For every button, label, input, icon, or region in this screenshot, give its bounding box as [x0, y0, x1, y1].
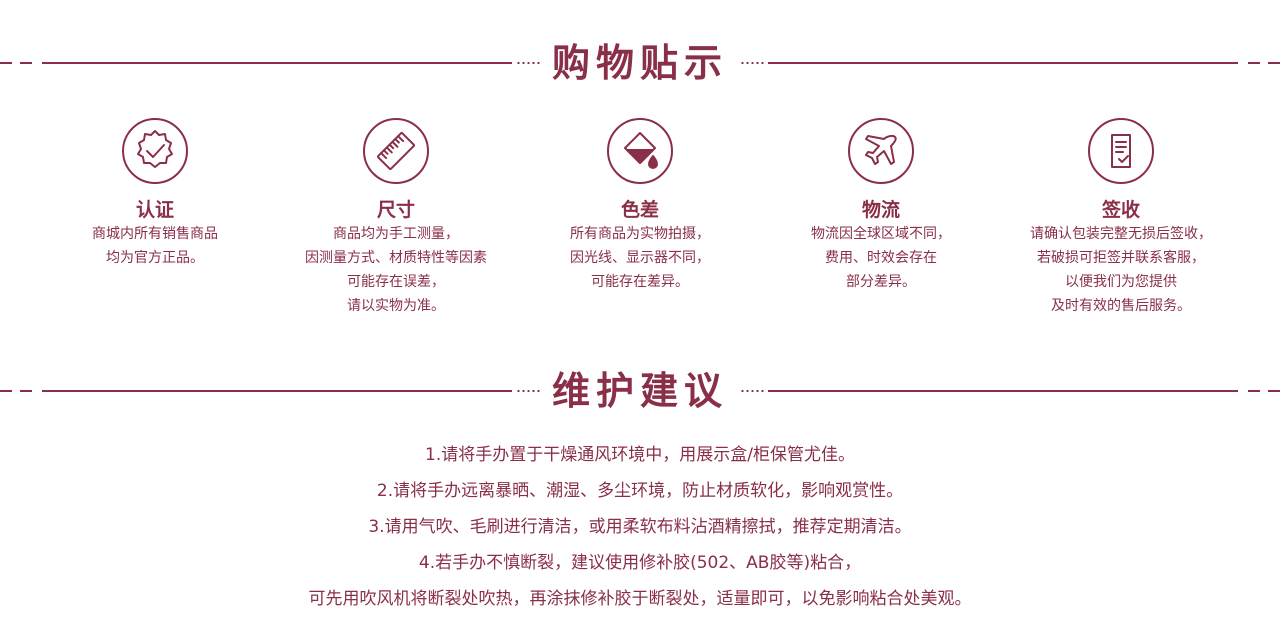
sign-document-icon — [1088, 118, 1154, 184]
color-drop-icon — [607, 118, 673, 184]
ruler-icon — [363, 118, 429, 184]
tip-desc-line: 及时有效的售后服务。 — [1051, 298, 1191, 314]
divider-line — [768, 390, 1238, 392]
divider-line — [0, 62, 12, 64]
maintenance-title: 维护建议 — [551, 369, 728, 413]
tip-desc-line: 所有商品为实物拍摄， — [570, 226, 710, 242]
tip-name: 认证 — [135, 199, 174, 221]
tip-certification: 认证 商城内所有销售商品 均为官方正品。 — [35, 118, 275, 270]
tip-name: 签收 — [1101, 199, 1140, 221]
tip-desc-line: 因光线、显示器不同， — [570, 250, 710, 266]
shopping-tips-header: 购物贴示 — [0, 38, 1280, 88]
divider-dots — [740, 390, 764, 392]
tip-desc-line: 因测量方式、材质特性等因素 — [305, 250, 487, 266]
tip-desc-line: 请以实物为准。 — [347, 298, 445, 314]
tip-color-difference: 色差 所有商品为实物拍摄， 因光线、显示器不同， 可能存在差异。 — [520, 118, 760, 294]
divider-line — [42, 62, 512, 64]
maintenance-item: 3.请用气吹、毛刷进行清洁，或用柔软布料沾酒精擦拭，推荐定期清洁。 — [368, 517, 912, 537]
tip-desc-line: 费用、时效会存在 — [825, 250, 937, 266]
tip-name: 色差 — [620, 199, 659, 221]
tip-name: 物流 — [861, 199, 900, 221]
divider-dots — [740, 62, 764, 64]
maintenance-list: 1.请将手办置于干燥通风环境中，用展示盒/柜保管尤佳。 2.请将手办远离暴晒、潮… — [0, 437, 1280, 617]
divider-dots — [516, 62, 540, 64]
tip-desc-line: 均为官方正品。 — [106, 250, 204, 266]
shopping-tips-title: 购物贴示 — [551, 41, 728, 85]
maintenance-item: 可先用吹风机将断裂处吹热，再涂抹修补胶于断裂处，适量即可，以免影响粘合处美观。 — [308, 589, 972, 609]
divider-line — [1268, 390, 1280, 392]
divider-line — [1268, 62, 1280, 64]
tip-desc-line: 若破损可拒签并联系客服， — [1037, 250, 1205, 266]
tip-desc-line: 请确认包装完整无损后签收， — [1030, 226, 1212, 242]
tip-size: 尺寸 商品均为手工测量， 因测量方式、材质特性等因素 可能存在误差， 请以实物为… — [276, 118, 516, 318]
divider-line — [20, 62, 32, 64]
divider-line — [0, 390, 12, 392]
maintenance-header: 维护建议 — [0, 366, 1280, 416]
tip-desc-line: 商品均为手工测量， — [333, 226, 459, 242]
divider-dots — [516, 390, 540, 392]
certified-badge-icon — [122, 118, 188, 184]
shopping-tips-list: 认证 商城内所有销售商品 均为官方正品。 尺寸 商品均为手工测量， 因测量方式、… — [0, 118, 1280, 338]
tip-logistics: 物流 物流因全球区域不同， 费用、时效会存在 部分差异。 — [761, 118, 1001, 294]
tip-name: 尺寸 — [376, 199, 415, 221]
tip-sign-receipt: 签收 请确认包装完整无损后签收， 若破损可拒签并联系客服， 以便我们为您提供 及… — [1001, 118, 1241, 318]
divider-line — [1248, 62, 1260, 64]
tip-desc-line: 物流因全球区域不同， — [811, 226, 951, 242]
tip-desc-line: 可能存在差异。 — [591, 274, 689, 290]
tip-desc-line: 商城内所有销售商品 — [92, 226, 218, 242]
maintenance-item: 1.请将手办置于干燥通风环境中，用展示盒/柜保管尤佳。 — [425, 445, 855, 465]
divider-line — [20, 390, 32, 392]
maintenance-item: 4.若手办不慎断裂，建议使用修补胶(502、AB胶等)粘合， — [418, 553, 862, 573]
divider-line — [42, 390, 512, 392]
tip-desc-line: 以便我们为您提供 — [1065, 274, 1177, 290]
maintenance-item: 2.请将手办远离暴晒、潮湿、多尘环境，防止材质软化，影响观赏性。 — [376, 481, 904, 501]
divider-line — [1248, 390, 1260, 392]
tip-desc-line: 部分差异。 — [846, 274, 916, 290]
airplane-icon — [848, 118, 914, 184]
divider-line — [768, 62, 1238, 64]
tip-desc-line: 可能存在误差， — [347, 274, 445, 290]
